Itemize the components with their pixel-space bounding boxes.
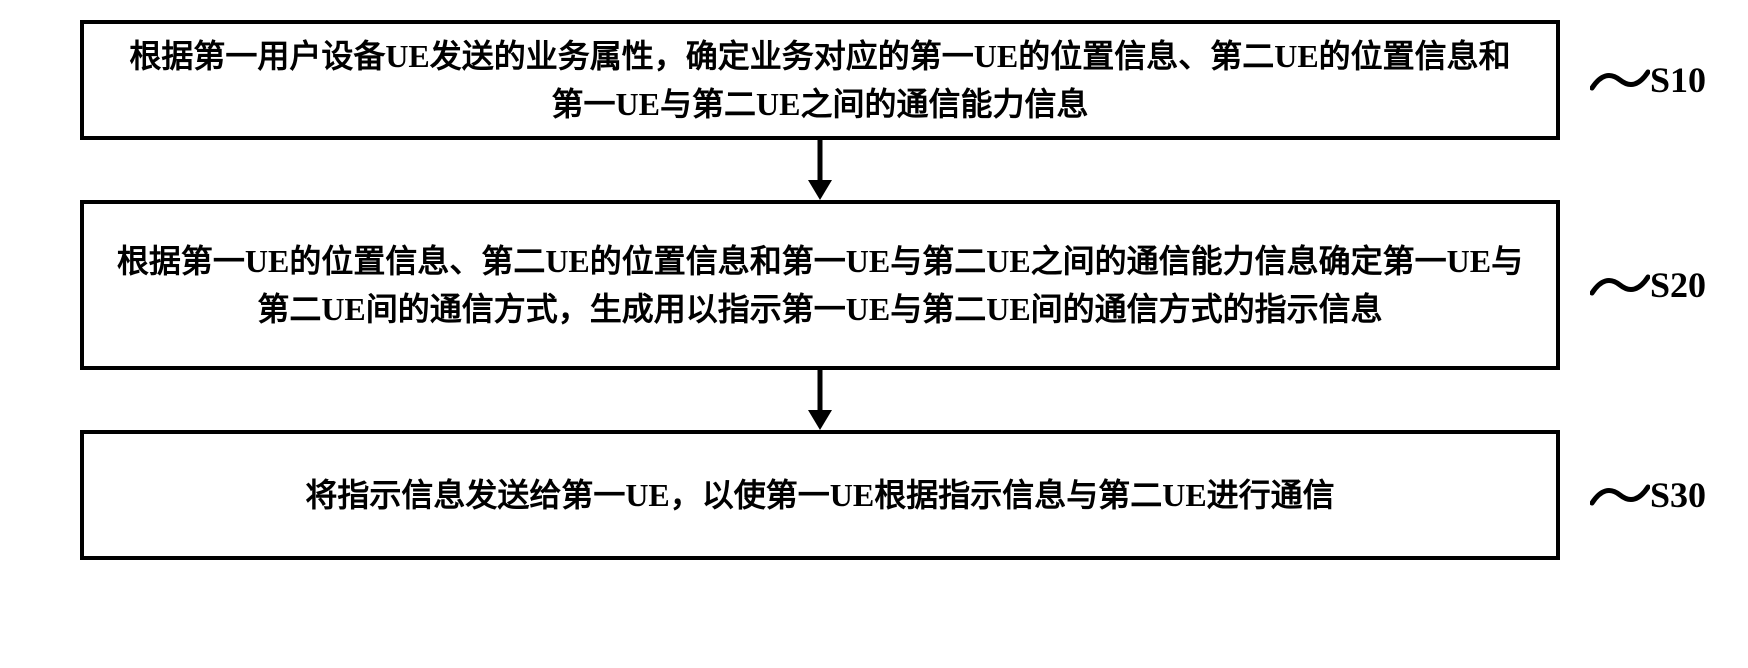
step-label-text-s10: S10	[1650, 59, 1706, 101]
arrow-down-icon	[800, 140, 840, 200]
step-text-s20: 根据第一UE的位置信息、第二UE的位置信息和第一UE与第二UE之间的通信能力信息…	[114, 237, 1526, 333]
step-box-s20: 根据第一UE的位置信息、第二UE的位置信息和第一UE与第二UE之间的通信能力信息…	[80, 200, 1560, 370]
step-label-s20: S20	[1590, 264, 1706, 306]
flowchart-container: 根据第一用户设备UE发送的业务属性，确定业务对应的第一UE的位置信息、第二UE的…	[80, 20, 1560, 560]
step-label-text-s30: S30	[1650, 474, 1706, 516]
arrow-connector-1	[80, 140, 1560, 200]
step-label-s30: S30	[1590, 474, 1706, 516]
tilde-icon	[1590, 265, 1650, 305]
step-box-s30: 将指示信息发送给第一UE，以使第一UE根据指示信息与第二UE进行通信 S30	[80, 430, 1560, 560]
arrow-connector-2	[80, 370, 1560, 430]
arrow-down-icon	[800, 370, 840, 430]
step-text-s10: 根据第一用户设备UE发送的业务属性，确定业务对应的第一UE的位置信息、第二UE的…	[114, 32, 1526, 128]
tilde-icon	[1590, 60, 1650, 100]
step-box-s10: 根据第一用户设备UE发送的业务属性，确定业务对应的第一UE的位置信息、第二UE的…	[80, 20, 1560, 140]
tilde-icon	[1590, 475, 1650, 515]
step-label-text-s20: S20	[1650, 264, 1706, 306]
step-label-s10: S10	[1590, 59, 1706, 101]
step-text-s30: 将指示信息发送给第一UE，以使第一UE根据指示信息与第二UE进行通信	[305, 471, 1334, 519]
